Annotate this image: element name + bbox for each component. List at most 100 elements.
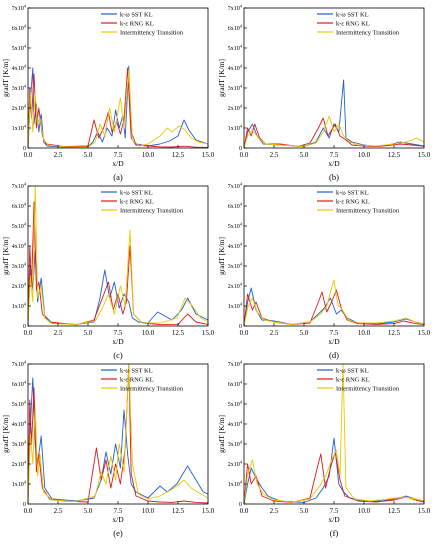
y-tick-label: 0 [23, 146, 26, 152]
y-tick-label: 2x104 [12, 282, 27, 291]
x-tick-label: 2.5 [54, 507, 63, 515]
y-tick-label: 0 [23, 502, 26, 508]
y-axis-label: gradT [K/m] [1, 237, 10, 275]
y-tick-label: 6x104 [228, 380, 243, 389]
x-tick-label: 15.0 [202, 507, 215, 515]
series-line-2 [244, 289, 424, 326]
y-tick-label: 6x104 [228, 24, 243, 33]
y-tick-label: 0 [239, 146, 242, 152]
x-tick-label: 10.0 [358, 507, 371, 515]
panel-label: (e) [113, 528, 123, 538]
y-tick-label: 6x104 [228, 202, 243, 211]
legend-label: k-ω SST KL [120, 367, 153, 374]
x-tick-label: 10.0 [358, 329, 371, 337]
x-tick-label: 5.0 [300, 507, 309, 515]
legend-label: Intermittency Transition [120, 385, 184, 392]
y-tick-label: 1x104 [12, 302, 27, 311]
y-tick-label: 1x104 [12, 124, 27, 133]
chart-panel: 0.0 2.5 5.0 7.5 10.0 12.5 15.0 0 1x104 2x104 3x104… [217, 4, 431, 182]
y-tick-label: 7x104 [228, 4, 243, 13]
panel-label: (b) [329, 172, 339, 182]
y-tick-label: 3x104 [228, 262, 243, 271]
series-line-2 [28, 364, 208, 504]
x-tick-label: 0.0 [240, 507, 249, 515]
series-line-2 [244, 451, 424, 504]
legend-label: Intermittency Transition [336, 385, 400, 392]
y-tick-label: 5x104 [228, 400, 243, 409]
y-tick-label: 3x104 [12, 84, 27, 93]
x-tick-label: 0.0 [24, 507, 33, 515]
legend-label: k-ω SST KL [120, 11, 153, 18]
x-tick-label: 12.5 [388, 507, 401, 515]
series-line-3 [244, 364, 424, 504]
x-tick-label: 12.5 [388, 151, 401, 159]
x-tick-label: 15.0 [202, 151, 215, 159]
series-line-3 [28, 364, 208, 504]
x-tick-label: 7.5 [114, 329, 123, 337]
legend-label: k-ω SST KL [336, 11, 369, 18]
legend-label: k-ω SST KL [336, 189, 369, 196]
x-axis-label: x/D [112, 159, 124, 168]
y-tick-label: 5x104 [228, 222, 243, 231]
x-tick-label: 10.0 [358, 151, 371, 159]
x-tick-label: 5.0 [84, 151, 93, 159]
y-tick-label: 6x104 [12, 202, 27, 211]
legend-label: k-ε RNG KL [120, 198, 154, 205]
y-tick-label: 5x104 [12, 44, 27, 53]
y-tick-label: 6x104 [12, 24, 27, 33]
y-tick-label: 7x104 [12, 360, 27, 369]
x-tick-label: 5.0 [84, 507, 93, 515]
x-tick-label: 15.0 [202, 329, 215, 337]
x-tick-label: 7.5 [330, 329, 339, 337]
panel-label: (c) [113, 350, 123, 360]
x-tick-label: 2.5 [54, 151, 63, 159]
x-axis-label: x/D [328, 337, 340, 346]
chart-panel: 0.0 2.5 5.0 7.5 10.0 12.5 15.0 0 1x104 2x104 3x104… [217, 360, 431, 538]
y-tick-label: 1x104 [12, 480, 27, 489]
y-tick-label: 3x104 [12, 262, 27, 271]
x-tick-label: 7.5 [114, 507, 123, 515]
y-tick-label: 7x104 [12, 4, 27, 13]
x-tick-label: 15.0 [418, 507, 431, 515]
x-tick-label: 7.5 [330, 507, 339, 515]
y-tick-label: 0 [23, 324, 26, 330]
series-line-3 [28, 186, 208, 326]
y-tick-label: 2x104 [228, 282, 243, 291]
series-line-2 [244, 117, 424, 148]
x-tick-label: 12.5 [388, 329, 401, 337]
legend-label: Intermittency Transition [120, 207, 184, 214]
y-tick-label: 2x104 [12, 104, 27, 113]
panel-label: (a) [113, 172, 123, 182]
y-tick-label: 1x104 [228, 302, 243, 311]
panel-label: (f) [330, 528, 339, 538]
x-tick-label: 12.5 [172, 151, 185, 159]
y-tick-label: 3x104 [12, 440, 27, 449]
y-tick-label: 4x104 [12, 64, 27, 73]
y-axis-label: gradT [K/m] [217, 59, 226, 97]
y-tick-label: 0 [239, 502, 242, 508]
y-tick-label: 7x104 [228, 182, 243, 191]
y-tick-label: 4x104 [228, 242, 243, 251]
x-tick-label: 0.0 [24, 329, 33, 337]
x-tick-label: 5.0 [300, 329, 309, 337]
y-tick-label: 4x104 [12, 242, 27, 251]
y-tick-label: 4x104 [12, 420, 27, 429]
series-line-1 [28, 249, 208, 326]
panel-label: (d) [329, 350, 339, 360]
y-tick-label: 1x104 [228, 480, 243, 489]
y-tick-label: 5x104 [228, 44, 243, 53]
x-tick-label: 10.0 [142, 329, 155, 337]
x-tick-label: 2.5 [270, 151, 279, 159]
legend-label: k-ω SST KL [336, 367, 369, 374]
x-tick-label: 10.0 [142, 507, 155, 515]
legend-label: k-ε RNG KL [120, 20, 154, 27]
series-line-1 [28, 65, 208, 148]
y-tick-label: 0 [239, 324, 242, 330]
series-line-2 [28, 67, 208, 148]
series-line-3 [244, 115, 424, 148]
series-line-3 [244, 279, 424, 326]
y-tick-label: 5x104 [12, 400, 27, 409]
x-axis-label: x/D [112, 337, 124, 346]
x-axis-label: x/D [112, 515, 124, 524]
